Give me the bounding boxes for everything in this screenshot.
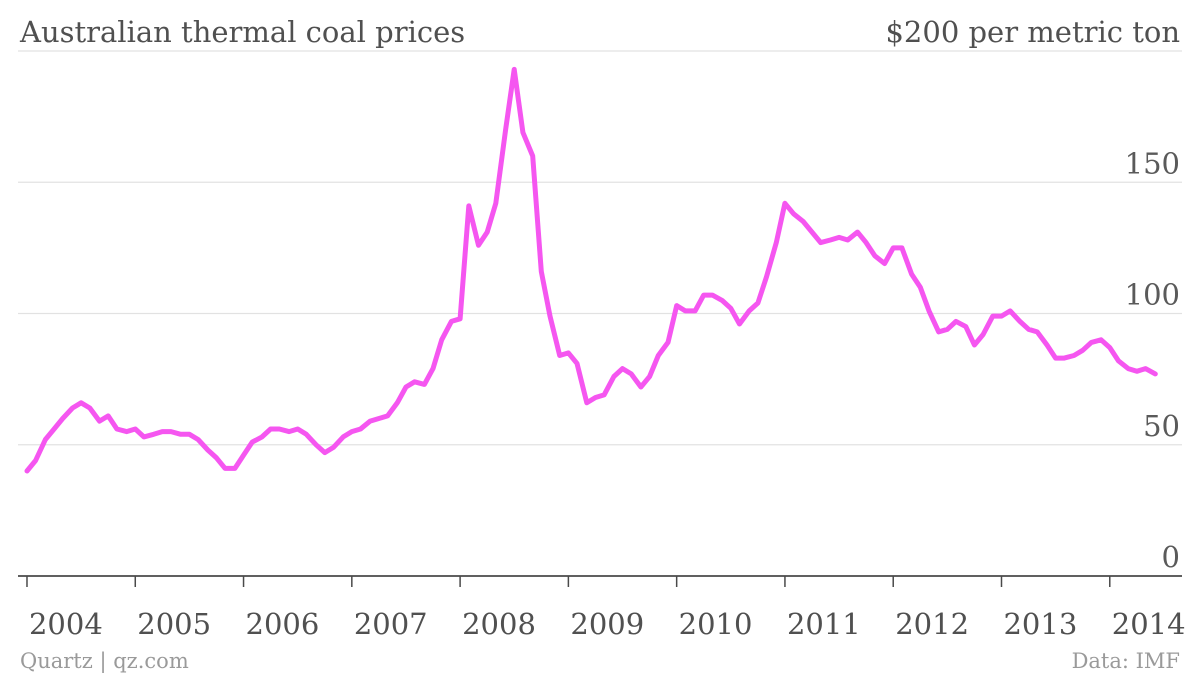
x-tick-label: 2014: [1112, 607, 1186, 641]
y-axis: 0 50 100 150: [1125, 146, 1180, 574]
series-line-0: [24, 66, 1158, 474]
x-tick-label: 2009: [570, 607, 644, 641]
x-tick-label: 2011: [787, 607, 861, 641]
gridlines: [18, 50, 1182, 446]
x-tick-label: 2008: [462, 607, 536, 641]
x-tick-label: 2012: [895, 607, 969, 641]
y-axis-top-label: $200 per metric ton: [885, 15, 1180, 49]
x-tick-label: 2007: [354, 607, 428, 641]
x-tick-label: 2010: [679, 607, 753, 641]
series-layer: [24, 66, 1158, 474]
source-credit: Quartz | qz.com: [20, 649, 189, 674]
data-source: Data: IMF: [1072, 649, 1180, 673]
y-tick-label: 0: [1162, 540, 1180, 574]
x-tick-label: 2005: [137, 607, 211, 641]
x-tick-label: 2006: [246, 607, 320, 641]
x-tick-label: 2013: [1003, 607, 1077, 641]
x-tick-label: 2004: [29, 607, 103, 641]
chart-title: Australian thermal coal prices: [19, 15, 465, 49]
x-axis: 2004 2005 2006 2007 2008 2009 2010 2011 2012 2013…: [26, 576, 1186, 641]
y-tick-label: 50: [1143, 409, 1180, 443]
y-tick-label: 100: [1125, 278, 1180, 312]
y-tick-label: 150: [1125, 146, 1180, 180]
